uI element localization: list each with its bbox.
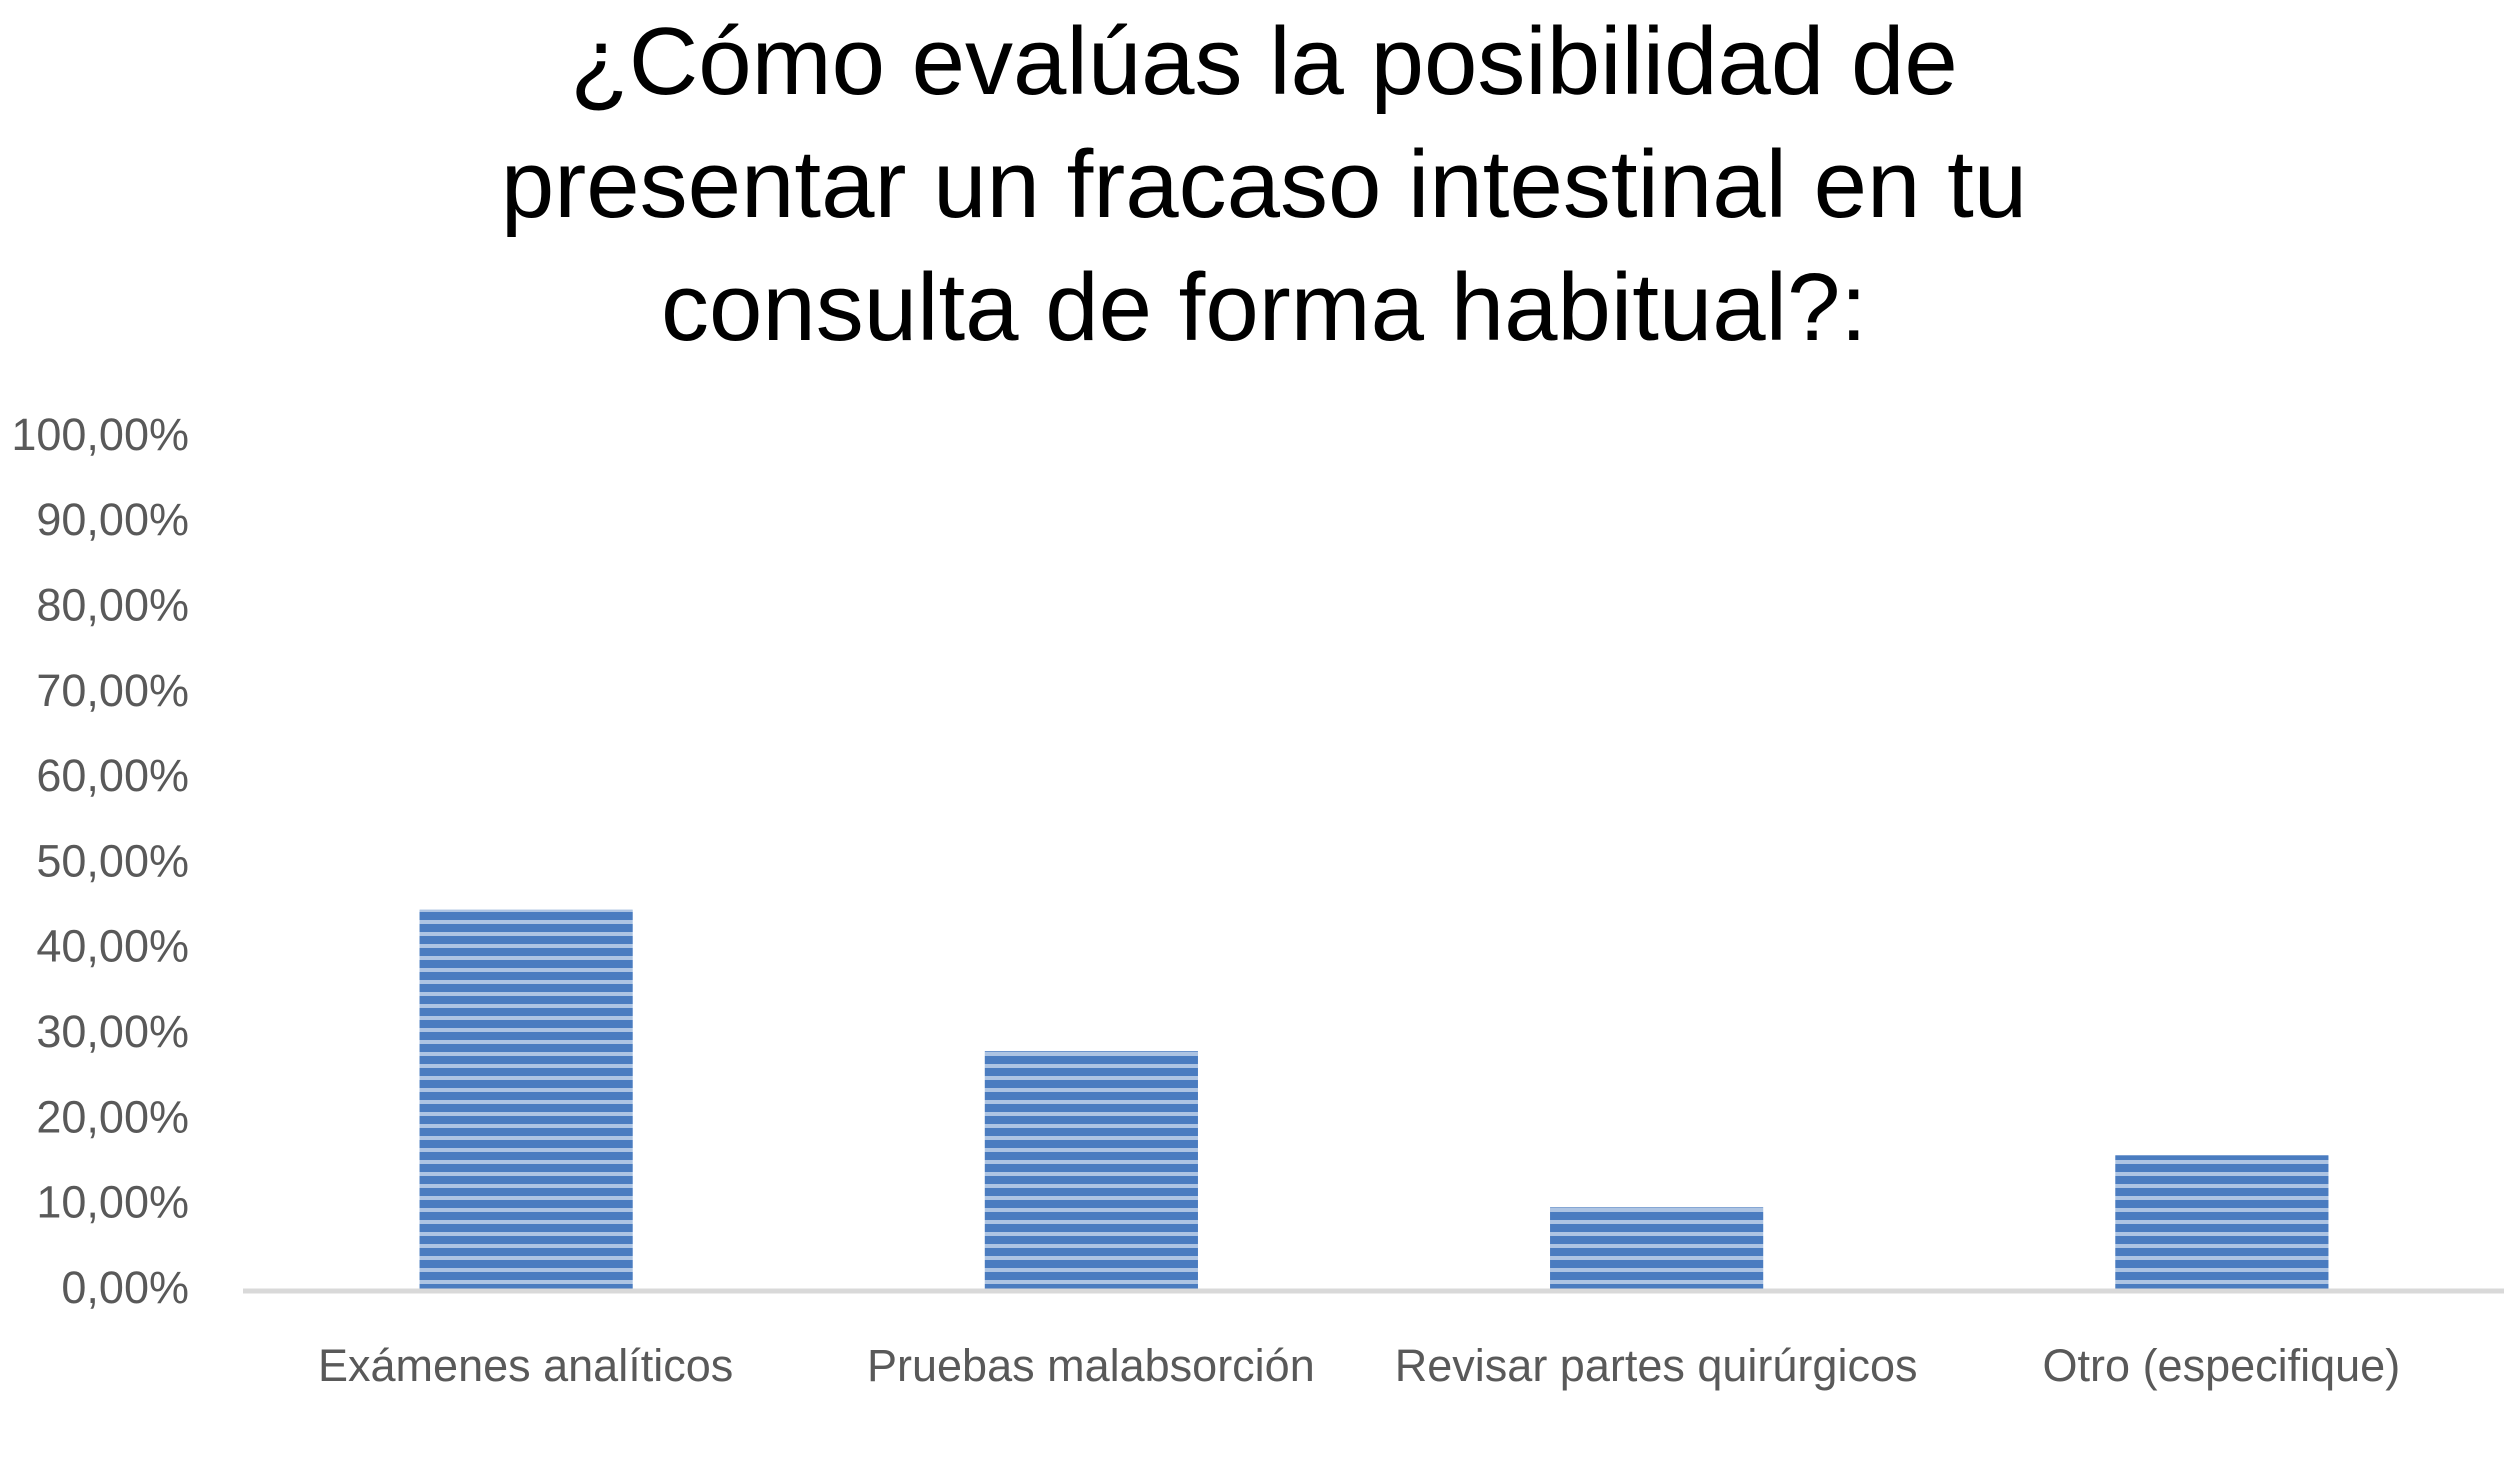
bar-group — [2115, 1155, 2329, 1291]
bar-stripes — [984, 1051, 1198, 1291]
x-tick-label: Exámenes analíticos — [318, 1340, 734, 1391]
bar-group — [984, 1051, 1198, 1291]
bar-stripes — [1550, 1207, 1764, 1291]
x-tick-label: Revisar partes quirúrgicos — [1394, 1340, 1918, 1391]
x-tick-label: Otro (especifique) — [2042, 1340, 2401, 1391]
y-tick-label: 20,00% — [36, 1091, 189, 1142]
chart-title: ¿Cómo evalúas la posibilidad de presenta… — [500, 8, 2028, 361]
y-tick-label: 60,00% — [36, 750, 189, 801]
y-tick-label: 10,00% — [36, 1177, 189, 1228]
y-tick-label: 70,00% — [36, 665, 189, 716]
x-tick-label: Pruebas malabsorción — [867, 1340, 1315, 1391]
y-tick-label: 0,00% — [61, 1262, 189, 1313]
bar-group — [1550, 1207, 1764, 1291]
y-tick-label: 100,00% — [11, 409, 189, 460]
bar-group — [419, 909, 633, 1291]
y-tick-label: 90,00% — [36, 494, 189, 545]
y-tick-label: 30,00% — [36, 1006, 189, 1057]
bar-stripes — [2115, 1155, 2329, 1291]
y-tick-label: 40,00% — [36, 921, 189, 972]
y-tick-label: 50,00% — [36, 835, 189, 886]
bar-stripes — [419, 909, 633, 1291]
y-tick-label: 80,00% — [36, 579, 189, 630]
